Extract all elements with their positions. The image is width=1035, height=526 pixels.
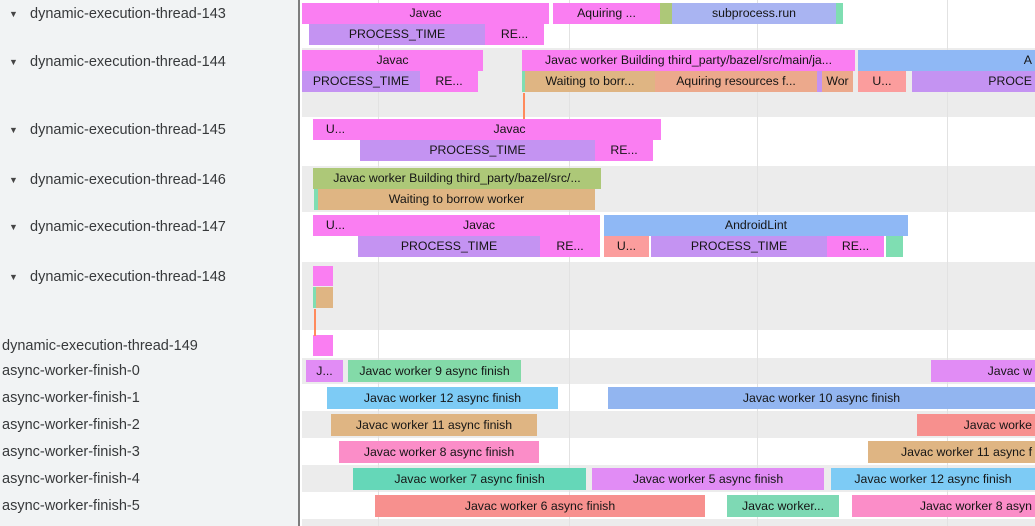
timeline-bar[interactable]: Wor [822,71,853,92]
timeline-bar[interactable] [660,3,672,24]
timeline-bar[interactable]: Javac w [931,360,1035,382]
timeline-bar[interactable]: subprocess.run [672,3,836,24]
timeline-bar[interactable]: Javac [358,215,600,236]
timeline-bar[interactable]: AndroidLint [604,215,908,236]
timeline-bar[interactable]: Javac worker 11 async finish [331,414,537,436]
timeline-bar[interactable]: Javac worker 9 async finish [348,360,521,382]
timeline-bar[interactable]: RE... [540,236,600,257]
thread-name-label: async-worker-finish-5 [2,498,140,514]
collapse-arrow-icon[interactable]: ▼ [9,9,18,19]
timeline-bar[interactable]: Javac [302,50,483,71]
thread-name-label: dynamic-execution-thread-145 [30,122,226,138]
sidebar-item-dynamic-execution-thread-148[interactable]: ▼ dynamic-execution-thread-148 [0,267,300,287]
timeline-bar[interactable]: Javac worker 6 async finish [375,495,705,517]
thread-name-label: async-worker-finish-2 [2,417,140,433]
timeline-bar[interactable]: PROCESS_TIME [651,236,827,257]
grid-line [757,0,758,526]
timeline-bar[interactable]: U... [858,71,906,92]
timeline-bar[interactable] [886,236,903,257]
timeline-bar[interactable] [313,287,316,308]
timeline-bar[interactable]: PROCE [912,71,1035,92]
sidebar-item-async-worker-finish-3[interactable]: async-worker-finish-3 [0,442,300,462]
thread-name-label: dynamic-execution-thread-146 [30,172,226,188]
collapse-arrow-icon[interactable]: ▼ [9,175,18,185]
flow-marker [314,309,316,336]
sidebar-item-async-worker-finish-5[interactable]: async-worker-finish-5 [0,496,300,516]
timeline-bar[interactable]: Javac worker... [727,495,839,517]
timeline-bar[interactable]: Javac worker 12 async finish [327,387,558,409]
timeline-bar[interactable]: PROCESS_TIME [358,236,540,257]
timeline-bar[interactable]: Javac worker 8 async finish [339,441,539,463]
timeline-bar[interactable]: Aquiring resources f... [655,71,817,92]
timeline-bar[interactable]: Javac worke [917,414,1035,436]
sidebar-item-dynamic-execution-thread-147[interactable]: ▼ dynamic-execution-thread-147 [0,217,300,237]
timeline-bar[interactable]: Javac worker 7 async finish [353,468,586,490]
collapse-arrow-icon[interactable]: ▼ [9,272,18,282]
timeline-bar[interactable] [522,71,525,92]
timeline-bar[interactable]: Javac worker Building third_party/bazel/… [522,50,855,71]
thread-name-label: dynamic-execution-thread-149 [2,338,198,354]
collapse-arrow-icon[interactable]: ▼ [9,57,18,67]
sidebar-item-dynamic-execution-thread-145[interactable]: ▼ dynamic-execution-thread-145 [0,120,300,140]
timeline-bar[interactable]: Javac worker 11 async f [868,441,1035,463]
timeline-bar[interactable]: J... [306,360,343,382]
timeline-bar[interactable]: Javac worker Building third_party/bazel/… [313,168,601,189]
row-background [302,262,1035,330]
timeline-bar[interactable] [313,335,333,356]
sidebar-item-dynamic-execution-thread-143[interactable]: ▼ dynamic-execution-thread-143 [0,4,300,24]
timeline-bar[interactable]: Javac [302,3,549,24]
thread-name-label: dynamic-execution-thread-144 [30,54,226,70]
thread-name-label: async-worker-finish-1 [2,390,140,406]
thread-name-label: async-worker-finish-4 [2,471,140,487]
sidebar-item-async-worker-finish-1[interactable]: async-worker-finish-1 [0,388,300,408]
timeline-bar[interactable] [817,71,822,92]
thread-name-label: dynamic-execution-thread-143 [30,6,226,22]
timeline-bar[interactable]: RE... [827,236,884,257]
sidebar-item-async-worker-finish-0[interactable]: async-worker-finish-0 [0,361,300,381]
timeline-bar[interactable]: PROCESS_TIME [302,71,420,92]
timeline-bar[interactable] [313,266,333,286]
thread-name-label: dynamic-execution-thread-148 [30,269,226,285]
thread-list-sidebar: ▼ dynamic-execution-thread-143 ▼ dynamic-ex… [0,0,300,526]
timeline-bar[interactable] [836,3,843,24]
timeline-bar[interactable]: PROCESS_TIME [360,140,595,161]
collapse-arrow-icon[interactable]: ▼ [9,125,18,135]
grid-line [569,0,570,526]
timeline-bar[interactable]: Javac worker 5 async finish [592,468,824,490]
timeline-bar[interactable]: Aquiring ... [553,3,660,24]
flow-marker [523,93,525,119]
timeline-bar[interactable]: PROCESS_TIME [309,24,485,45]
timeline-bar[interactable]: Javac worker 10 async finish [608,387,1035,409]
thread-name-label: dynamic-execution-thread-147 [30,219,226,235]
timeline-bar[interactable]: RE... [595,140,653,161]
timeline-bar[interactable] [316,287,333,308]
timeline-bar[interactable]: Javac [358,119,661,140]
sidebar-item-dynamic-execution-thread-149[interactable]: dynamic-execution-thread-149 [0,336,300,356]
timeline-bar[interactable]: Waiting to borrow worker [318,189,595,210]
timeline-bar[interactable]: Javac worker 8 asyn [852,495,1035,517]
timeline-canvas[interactable]: Javac Aquiring ... subprocess.run PROCESS_T… [302,0,1035,526]
collapse-arrow-icon[interactable]: ▼ [9,222,18,232]
timeline-bar[interactable]: Waiting to borr... [525,71,655,92]
sidebar-item-async-worker-finish-2[interactable]: async-worker-finish-2 [0,415,300,435]
sidebar-item-dynamic-execution-thread-146[interactable]: ▼ dynamic-execution-thread-146 [0,170,300,190]
sidebar-item-async-worker-finish-4[interactable]: async-worker-finish-4 [0,469,300,489]
timeline-bar[interactable] [314,189,318,210]
timeline-bar[interactable]: A [858,50,1035,71]
timeline-bar[interactable]: U... [313,215,358,236]
row-background [302,519,1035,526]
timeline-bar[interactable]: U... [313,119,358,140]
thread-name-label: async-worker-finish-3 [2,444,140,460]
grid-line [947,0,948,526]
timeline-bar[interactable]: Javac worker 12 async finish [831,468,1035,490]
grid-line [378,0,379,526]
thread-name-label: async-worker-finish-0 [2,363,140,379]
timeline-bar[interactable]: RE... [485,24,544,45]
timeline-bar[interactable]: RE... [420,71,478,92]
timeline-bar[interactable]: U... [604,236,649,257]
sidebar-item-dynamic-execution-thread-144[interactable]: ▼ dynamic-execution-thread-144 [0,52,300,72]
